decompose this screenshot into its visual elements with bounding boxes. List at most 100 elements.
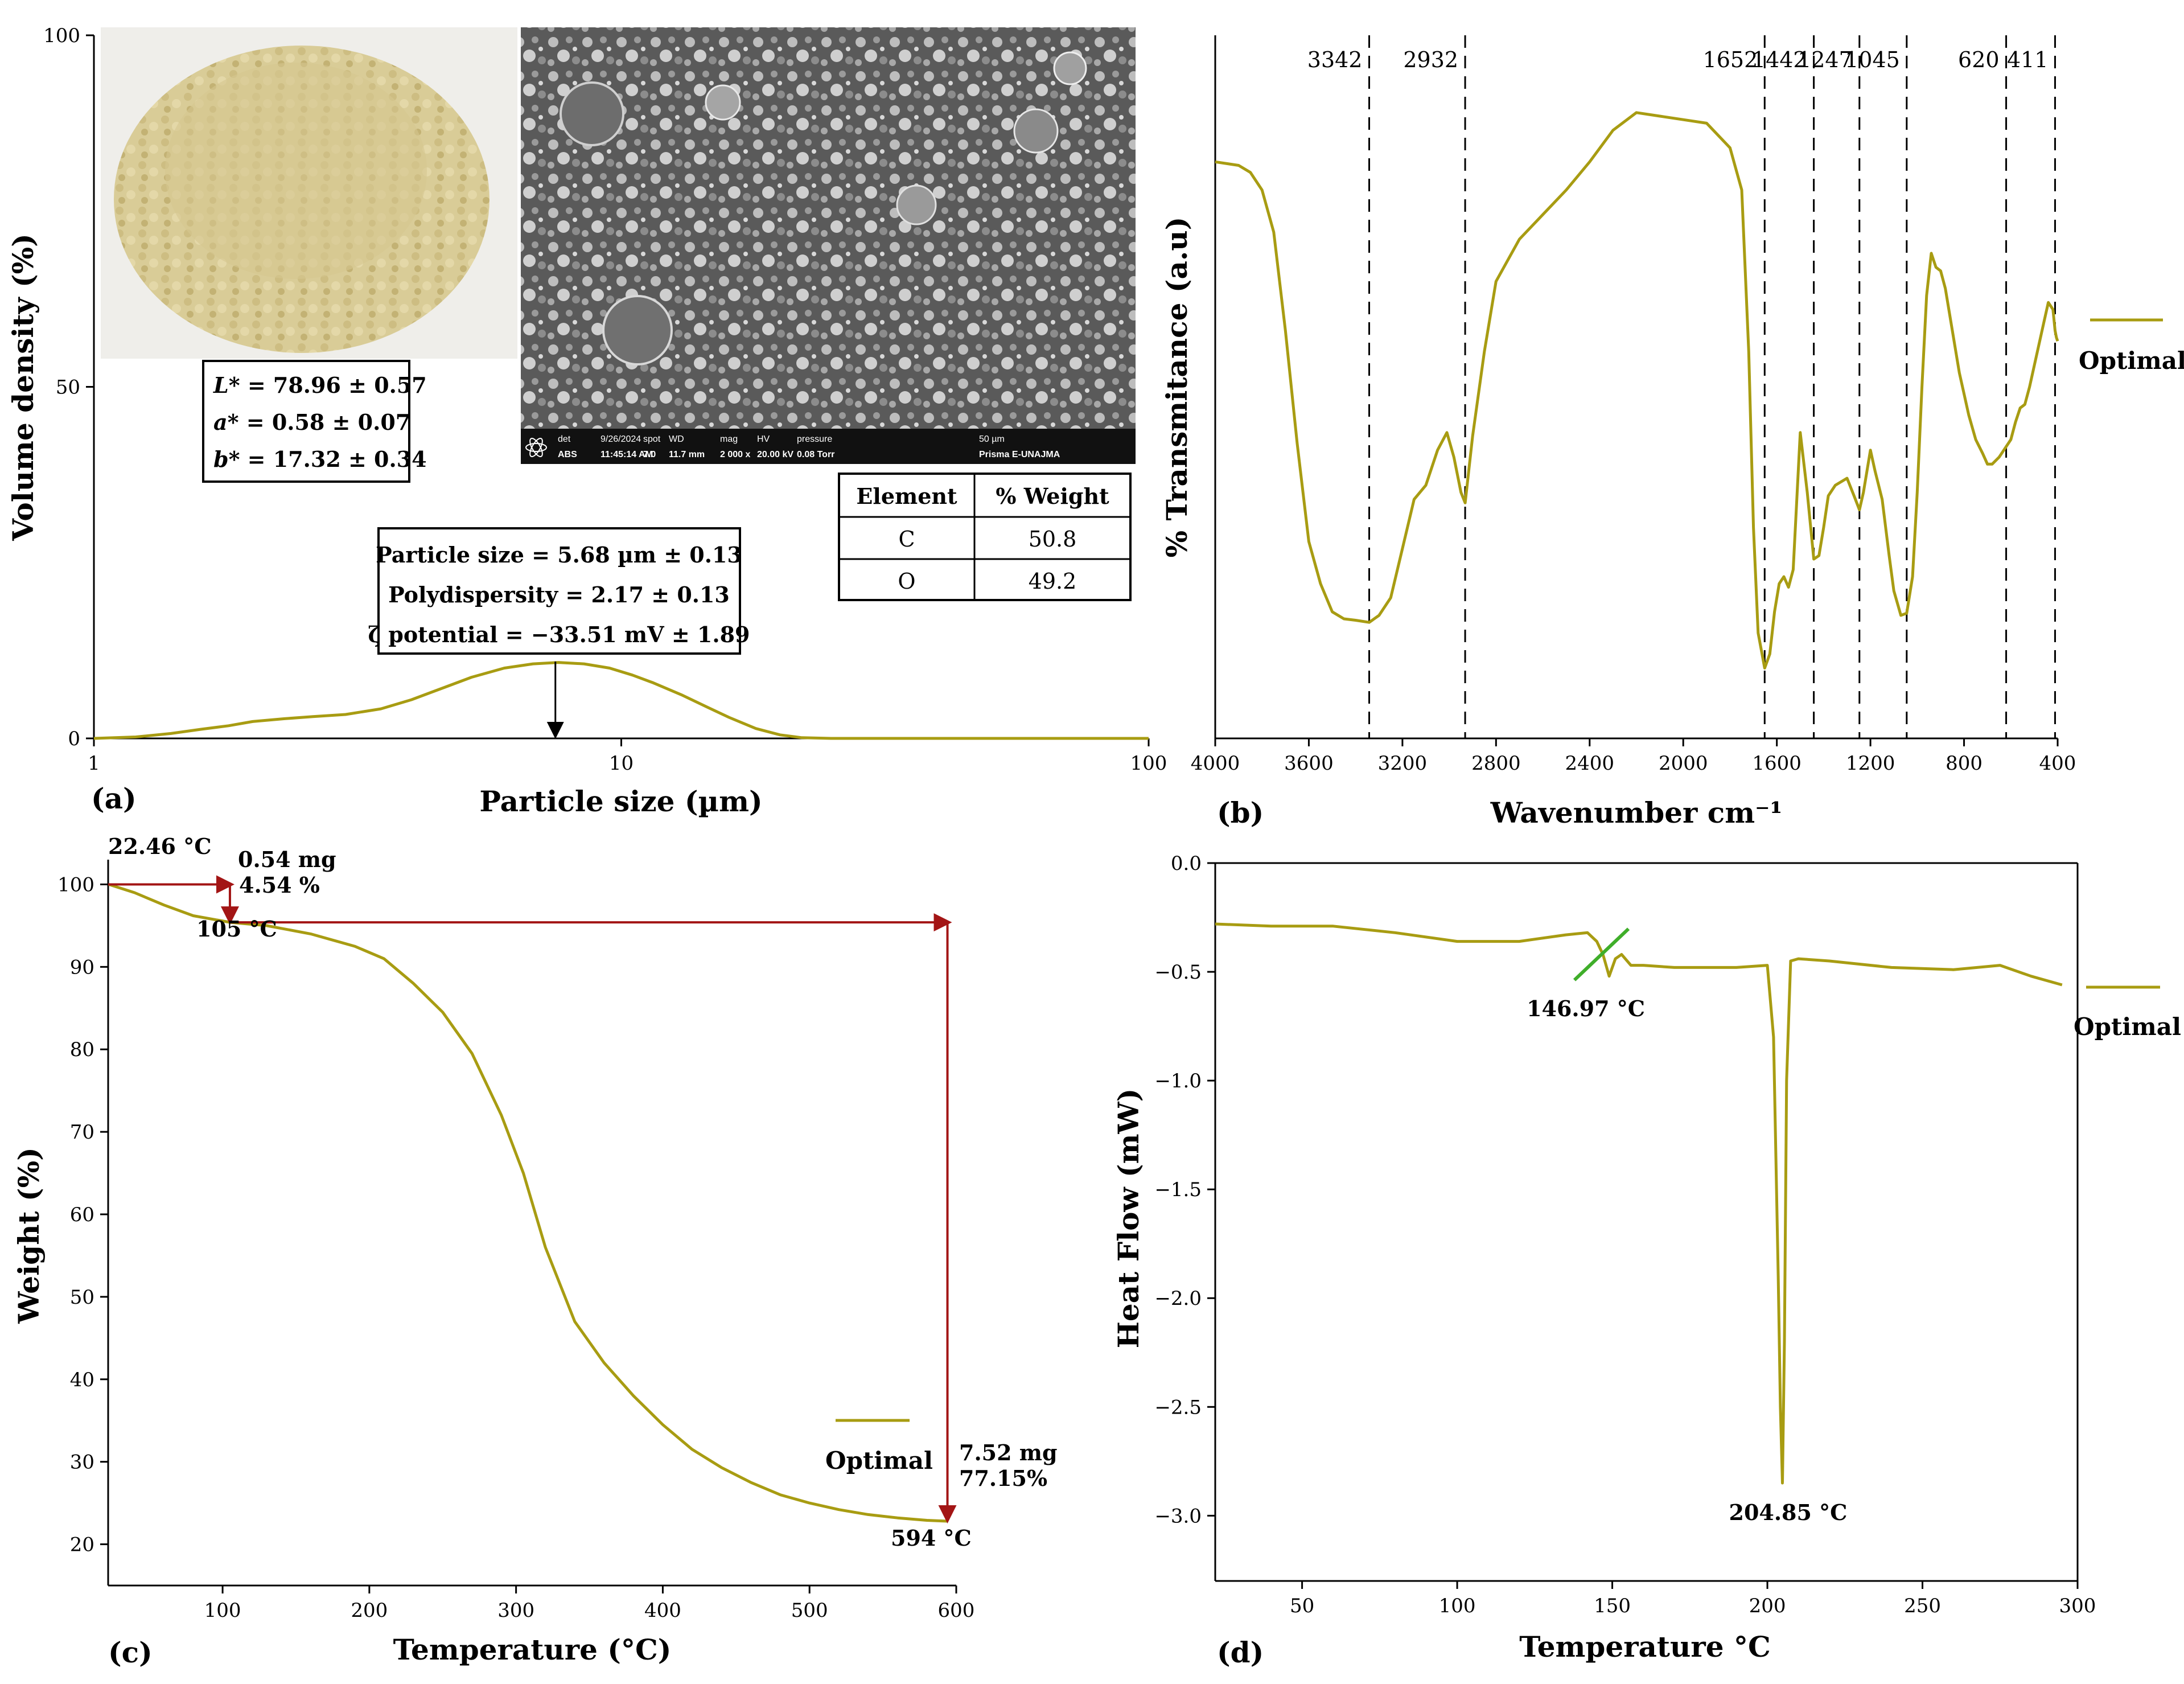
y-tick-label: 50 — [56, 376, 80, 399]
sem-bar-value: Prisma E-UNAJMA — [979, 450, 1060, 459]
peak-label: 1045 — [1845, 47, 1900, 72]
x-tick-label: 200 — [351, 1599, 388, 1622]
x-tick-label: 500 — [791, 1599, 828, 1622]
y-axis-title: Heat Flow (mW) — [1112, 1089, 1145, 1349]
y-axis-title: % Transmitance (a.u) — [1160, 217, 1194, 558]
sem-bar-value: ABS — [558, 450, 577, 459]
sem-bar-label: mag — [720, 434, 738, 444]
particle-size-line: Particle size = 5.68 µm ± 0.13 — [376, 542, 742, 568]
y-tick-label: 90 — [70, 956, 94, 979]
end-temp-label: 594 °C — [891, 1525, 972, 1551]
eds-cell: C — [898, 527, 915, 552]
x-tick-label: 100 — [204, 1599, 241, 1622]
x-tick-label: 1600 — [1752, 752, 1802, 775]
y-tick-label: −3.0 — [1154, 1505, 1202, 1527]
eds-cell: O — [898, 569, 915, 594]
y-tick-label: −2.5 — [1154, 1396, 1202, 1419]
x-tick-label: 300 — [2059, 1595, 2096, 1617]
x-tick-label: 50 — [1290, 1595, 1314, 1617]
eds-cell: 49.2 — [1029, 569, 1077, 594]
y-tick-label: 60 — [70, 1204, 94, 1226]
panel-label: (b) — [1217, 796, 1264, 829]
x-tick-label: 100 — [1439, 1595, 1476, 1617]
sem-bar-label: HV — [757, 434, 770, 444]
zeta-potential-line: ζ potential = −33.51 mV ± 1.89 — [368, 622, 750, 647]
x-tick-label: 200 — [1749, 1595, 1786, 1617]
sem-bar-label: 50 µm — [979, 434, 1005, 444]
step2-pct-label: 77.15% — [959, 1465, 1047, 1491]
sem-micrograph: det 9/26/2024 spot WD mag HV pressure 50 µm ABS 1… — [521, 27, 1136, 464]
panel-label: (c) — [108, 1636, 153, 1669]
legend-label: Optimal — [825, 1447, 933, 1474]
sem-bar-label: WD — [669, 434, 684, 444]
peak-label: 620 — [1958, 47, 2000, 72]
legend-label: Optimal — [2074, 1013, 2181, 1041]
color-a: a* = 0.58 ± 0.07 — [213, 409, 410, 435]
y-axis-title: Volume density (%) — [6, 233, 40, 541]
legend-label: Optimal — [2079, 347, 2184, 375]
y-tick-label: −2.0 — [1154, 1287, 1202, 1310]
sem-bar-label: det — [558, 434, 571, 444]
step1-pct-label: 4.54 % — [239, 872, 320, 898]
sem-bar-label: pressure — [797, 434, 832, 444]
x-tick-label: 2000 — [1659, 752, 1708, 775]
x-axis-title: Wavenumber cm⁻¹ — [1490, 796, 1783, 829]
y-tick-label: 100 — [43, 24, 80, 47]
color-L: L* = 78.96 ± 0.57 — [213, 372, 427, 398]
panel-label: (a) — [91, 782, 137, 815]
sem-bar-value: 11:45:14 AM — [601, 450, 653, 459]
size-distribution-curve — [93, 661, 1149, 740]
y-tick-label: 20 — [70, 1534, 94, 1556]
peak-label: 1442 — [1752, 47, 1807, 72]
powder-photo — [101, 27, 517, 359]
sem-bar-label: spot — [643, 434, 661, 444]
start-temp-label: 22.46 °C — [108, 833, 211, 859]
y-tick-label: 70 — [70, 1121, 94, 1144]
melting-peak-label: 204.85 °C — [1729, 1500, 1848, 1525]
y-tick-label: −1.5 — [1154, 1178, 1202, 1201]
sem-bar-value: 2 000 x — [720, 450, 750, 459]
peak-label: 3342 — [1307, 47, 1363, 72]
x-tick-label: 10 — [609, 752, 634, 775]
x-tick-label: 3600 — [1284, 752, 1334, 775]
sem-bar-label: 9/26/2024 — [601, 434, 641, 444]
y-tick-label: 50 — [70, 1286, 94, 1309]
x-tick-label: 250 — [1904, 1595, 1941, 1617]
sem-bar-value: 20.00 kV — [757, 450, 793, 459]
y-tick-label: −1.0 — [1154, 1070, 1202, 1092]
ftir-spectrum-curve — [1215, 111, 2059, 670]
x-tick-label: 300 — [497, 1599, 534, 1622]
panel-label: (d) — [1217, 1636, 1264, 1669]
x-tick-label: 600 — [938, 1599, 975, 1622]
particle-size-box: Particle size = 5.68 µm ± 0.13 Polydispe… — [368, 527, 750, 655]
x-tick-label: 1200 — [1846, 752, 1895, 775]
y-tick-label: 80 — [70, 1038, 94, 1061]
x-tick-label: 2800 — [1471, 752, 1521, 775]
x-tick-label: 150 — [1594, 1595, 1631, 1617]
eds-table: Element % Weight C 50.8 O 49.2 — [838, 473, 1132, 601]
x-tick-label: 3200 — [1378, 752, 1428, 775]
polydispersity-line: Polydispersity = 2.17 ± 0.13 — [388, 582, 730, 607]
peak-label: 1652 — [1703, 47, 1758, 72]
step2-mass-label: 7.52 mg — [959, 1440, 1058, 1465]
peak-label: 2932 — [1403, 47, 1458, 72]
x-tick-label: 2400 — [1565, 752, 1615, 775]
tga-curve — [108, 883, 948, 1523]
sem-bar-value: 7.0 — [643, 450, 656, 459]
x-tick-label: 100 — [1130, 752, 1167, 775]
y-tick-label: 0.0 — [1171, 852, 1202, 875]
color-values-box: L* = 78.96 ± 0.57 a* = 0.58 ± 0.07 b* = … — [202, 360, 427, 483]
peak-label: 411 — [2007, 47, 2049, 72]
step1-mass-label: 0.54 mg — [238, 847, 336, 872]
x-axis-title: Temperature °C — [1519, 1630, 1771, 1664]
glass-transition-label: 146.97 °C — [1527, 996, 1645, 1021]
x-tick-label: 4000 — [1191, 752, 1240, 775]
glass-transition-tangent — [1573, 927, 1630, 981]
eds-cell: 50.8 — [1029, 527, 1077, 552]
eds-header-weight: % Weight — [996, 483, 1109, 509]
panel-c: 100 200 300 400 500 600 20 30 40 50 60 70 80 90 100 Tem… — [12, 833, 1058, 1669]
x-axis-title: Temperature (°C) — [393, 1633, 672, 1666]
y-tick-label: 30 — [70, 1451, 94, 1474]
atom-icon — [525, 438, 547, 457]
